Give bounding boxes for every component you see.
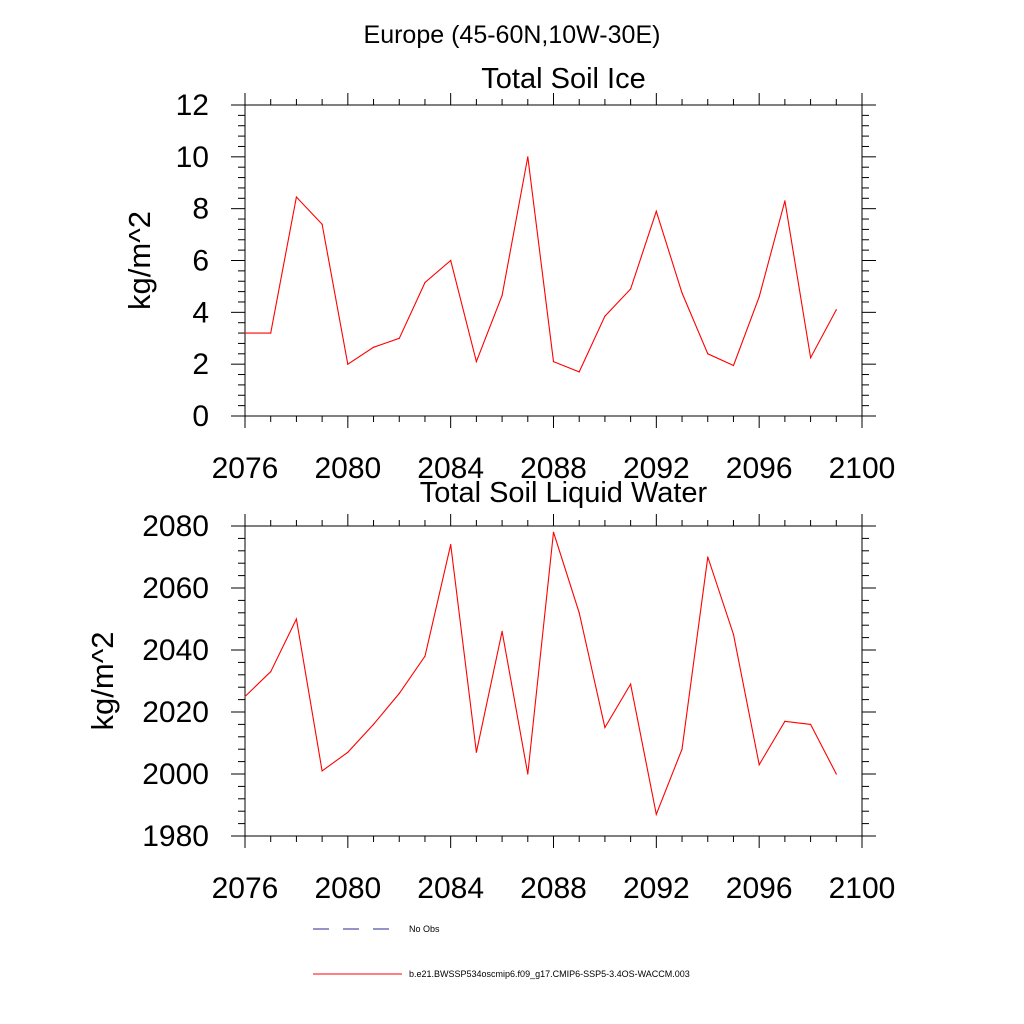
data-point (707, 556, 709, 558)
data-point (527, 156, 529, 158)
data-point (398, 692, 400, 695)
data-point (244, 332, 246, 334)
data-point (475, 360, 477, 363)
data-point (398, 337, 400, 339)
series-line-0 (244, 532, 837, 817)
x-tick-label: 2088 (520, 452, 587, 485)
x-tick-label: 2092 (623, 872, 690, 905)
data-point (501, 630, 503, 633)
x-tick-label: 2100 (829, 872, 896, 905)
data-point (784, 720, 786, 722)
data-point (604, 726, 606, 729)
y-axis-label: kg/m^2 (122, 211, 157, 310)
data-point (809, 723, 812, 726)
data-point (835, 309, 837, 311)
x-tick-label: 2076 (212, 872, 279, 905)
x-tick-label: 2096 (726, 872, 793, 905)
data-point (450, 259, 452, 262)
data-point (475, 751, 477, 753)
data-point (630, 683, 632, 685)
y-tick-label: 8 (192, 193, 209, 226)
data-point (347, 363, 349, 365)
data-point (321, 770, 323, 772)
data-point (244, 695, 246, 698)
data-point (552, 531, 555, 533)
data-point (347, 751, 349, 753)
data-point (372, 723, 375, 726)
x-tick-label: 2084 (417, 452, 484, 485)
x-tick-label: 2080 (314, 452, 381, 485)
series-line-0 (245, 156, 837, 373)
x-tick-label: 2096 (726, 452, 793, 485)
data-point (655, 813, 657, 815)
plot-frame (244, 525, 863, 837)
data-point (501, 294, 503, 297)
data-point (758, 296, 760, 298)
x-tick-label: 2092 (623, 452, 690, 485)
data-point (270, 332, 272, 334)
data-point (732, 633, 735, 636)
y-axis-label: kg/m^2 (85, 632, 120, 731)
chart-title: Total Soil Liquid Water (420, 477, 708, 509)
soil-liquid-water-chart: Total Soil Liquid Water kg/m^2 2076 2080 208… (85, 477, 895, 905)
data-point (578, 371, 580, 373)
data-point (604, 315, 606, 317)
data-point (758, 764, 760, 766)
data-point (424, 281, 426, 284)
data-point (655, 210, 657, 212)
y-tick-label: 2040 (142, 634, 209, 667)
legend-label-model-run: b.e21.BWSSP534oscmip6.f09_g17.CMIP6-SSP5… (409, 969, 690, 979)
data-point (578, 612, 580, 614)
y-tick-label: 6 (192, 245, 209, 278)
legend-label-no-obs: No Obs (409, 924, 440, 934)
x-tick-label: 2084 (417, 872, 484, 905)
data-point (424, 655, 426, 657)
data-point (372, 346, 375, 348)
y-tick-label: 12 (176, 89, 209, 122)
y-tick-label: 1980 (142, 820, 209, 853)
x-tick-label: 2080 (314, 872, 381, 905)
x-tick-label: 2076 (212, 452, 279, 485)
data-point (321, 223, 323, 225)
data-point (681, 748, 683, 750)
data-point (732, 364, 735, 367)
y-tick-label: 0 (192, 400, 209, 433)
y-tick-label: 4 (192, 296, 209, 329)
chart-title: Total Soil Ice (481, 63, 645, 95)
data-point (630, 288, 632, 290)
legend: No Obs b.e21.BWSSP534oscmip6.f09_g17.CMI… (313, 924, 690, 979)
data-point (707, 353, 709, 355)
x-tick-label: 2088 (520, 872, 587, 905)
data-point (527, 773, 529, 775)
y-tick-label: 2020 (142, 696, 209, 729)
data-point (270, 671, 272, 673)
data-point (809, 357, 812, 359)
y-tick-label: 10 (176, 141, 209, 174)
y-tick-label: 2080 (142, 510, 209, 543)
data-point (784, 200, 786, 202)
x-tick-label: 2100 (829, 452, 896, 485)
data-point (552, 360, 555, 363)
y-tick-label: 2 (192, 348, 209, 381)
data-point (295, 196, 298, 198)
data-point (450, 544, 452, 546)
data-point (681, 292, 683, 294)
y-tick-label: 2060 (142, 572, 209, 605)
legend-item-model-run: b.e21.BWSSP534oscmip6.f09_g17.CMIP6-SSP5… (313, 969, 690, 979)
page-title: Europe (45-60N,10W-30E) (364, 21, 661, 49)
y-tick-label: 2000 (142, 758, 209, 791)
data-point (295, 618, 298, 620)
legend-item-no-obs: No Obs (313, 924, 440, 934)
data-point (835, 773, 837, 775)
